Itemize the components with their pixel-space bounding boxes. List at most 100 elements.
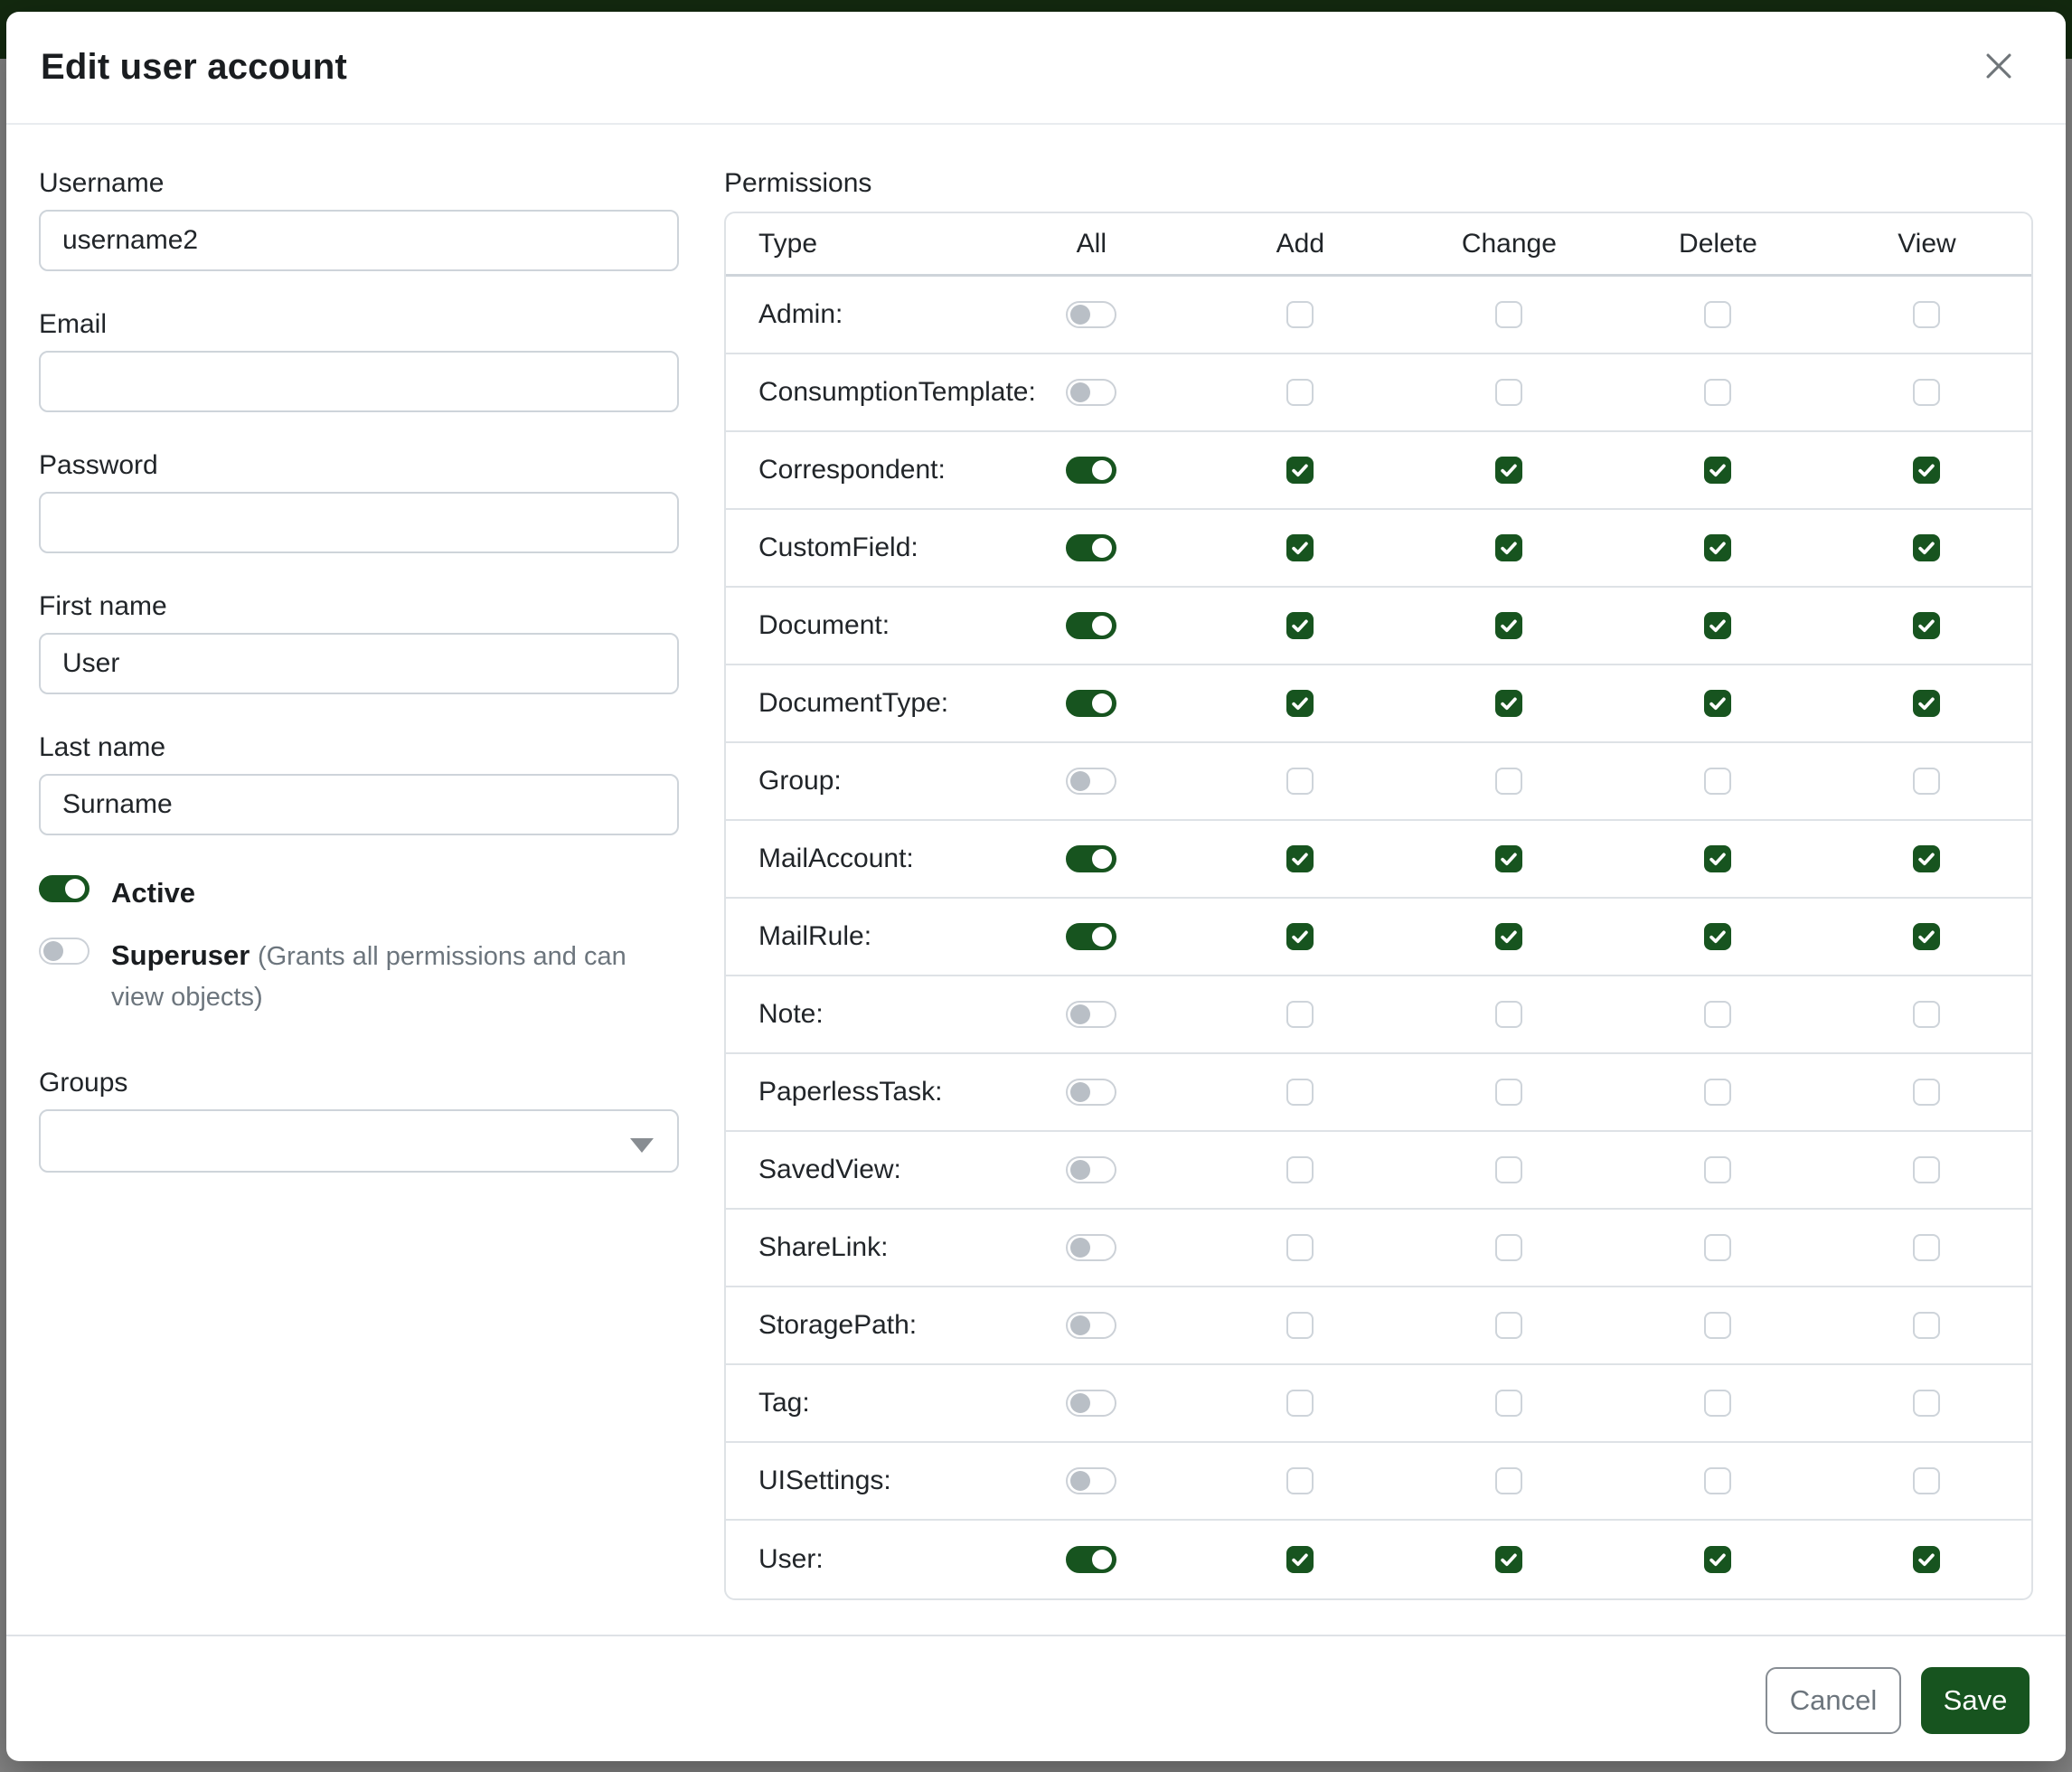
perm-toggle-all[interactable] — [1066, 1234, 1117, 1261]
perm-checkbox-change[interactable] — [1495, 1079, 1523, 1106]
close-button[interactable] — [1972, 39, 2026, 96]
perm-checkbox-delete[interactable] — [1704, 1079, 1732, 1106]
perm-checkbox-view[interactable] — [1913, 923, 1941, 950]
perm-add-cell — [1196, 1467, 1405, 1494]
perm-checkbox-delete[interactable] — [1704, 768, 1732, 795]
perm-checkbox-add[interactable] — [1286, 1234, 1314, 1261]
perm-checkbox-change[interactable] — [1495, 923, 1523, 950]
perm-checkbox-view[interactable] — [1913, 1079, 1941, 1106]
perm-checkbox-view[interactable] — [1913, 1390, 1941, 1417]
perm-checkbox-view[interactable] — [1913, 1001, 1941, 1028]
perm-checkbox-delete[interactable] — [1704, 1234, 1732, 1261]
superuser-toggle[interactable] — [39, 937, 89, 965]
perm-toggle-all[interactable] — [1066, 534, 1117, 561]
perm-checkbox-view[interactable] — [1913, 1467, 1941, 1494]
perm-checkbox-add[interactable] — [1286, 768, 1314, 795]
perm-checkbox-add[interactable] — [1286, 1312, 1314, 1339]
perm-checkbox-add[interactable] — [1286, 1079, 1314, 1106]
perm-checkbox-change[interactable] — [1495, 534, 1523, 561]
perm-toggle-all[interactable] — [1066, 301, 1117, 328]
perm-checkbox-view[interactable] — [1913, 1546, 1941, 1573]
email-input[interactable] — [39, 351, 679, 412]
perm-checkbox-view[interactable] — [1913, 690, 1941, 717]
perm-checkbox-add[interactable] — [1286, 690, 1314, 717]
perm-toggle-all[interactable] — [1066, 690, 1117, 717]
perm-checkbox-add[interactable] — [1286, 1546, 1314, 1573]
perm-checkbox-delete[interactable] — [1704, 1390, 1732, 1417]
perm-checkbox-change[interactable] — [1495, 1312, 1523, 1339]
perm-checkbox-add[interactable] — [1286, 457, 1314, 484]
perm-checkbox-add[interactable] — [1286, 923, 1314, 950]
perm-view-cell — [1822, 1001, 2031, 1028]
perm-checkbox-add[interactable] — [1286, 379, 1314, 406]
perm-checkbox-view[interactable] — [1913, 1234, 1941, 1261]
perm-checkbox-change[interactable] — [1495, 1390, 1523, 1417]
perm-toggle-all[interactable] — [1066, 1467, 1117, 1494]
perm-checkbox-change[interactable] — [1495, 1001, 1523, 1028]
perm-checkbox-view[interactable] — [1913, 845, 1941, 872]
cancel-button[interactable]: Cancel — [1766, 1667, 1901, 1734]
perm-toggle-all[interactable] — [1066, 845, 1117, 872]
username-input[interactable] — [39, 210, 679, 271]
perm-checkbox-add[interactable] — [1286, 1390, 1314, 1417]
perm-checkbox-delete[interactable] — [1704, 690, 1732, 717]
perm-toggle-all[interactable] — [1066, 1156, 1117, 1183]
perm-checkbox-view[interactable] — [1913, 612, 1941, 639]
perm-toggle-all[interactable] — [1066, 923, 1117, 950]
last-name-input[interactable] — [39, 774, 679, 835]
perm-checkbox-change[interactable] — [1495, 301, 1523, 328]
perm-toggle-all[interactable] — [1066, 1001, 1117, 1028]
perm-checkbox-add[interactable] — [1286, 301, 1314, 328]
perm-checkbox-change[interactable] — [1495, 1546, 1523, 1573]
perm-toggle-all[interactable] — [1066, 1079, 1117, 1106]
groups-select[interactable] — [39, 1108, 679, 1173]
perm-checkbox-delete[interactable] — [1704, 612, 1732, 639]
perm-checkbox-add[interactable] — [1286, 1001, 1314, 1028]
perm-checkbox-add[interactable] — [1286, 1156, 1314, 1183]
perm-toggle-all[interactable] — [1066, 1546, 1117, 1573]
perm-checkbox-add[interactable] — [1286, 534, 1314, 561]
perm-checkbox-delete[interactable] — [1704, 1156, 1732, 1183]
perm-checkbox-delete[interactable] — [1704, 1001, 1732, 1028]
perm-checkbox-view[interactable] — [1913, 457, 1941, 484]
perm-toggle-all[interactable] — [1066, 1390, 1117, 1417]
active-toggle[interactable] — [39, 875, 89, 902]
first-name-input[interactable] — [39, 633, 679, 694]
perm-checkbox-delete[interactable] — [1704, 534, 1732, 561]
perm-toggle-all[interactable] — [1066, 612, 1117, 639]
perm-checkbox-change[interactable] — [1495, 845, 1523, 872]
perm-checkbox-add[interactable] — [1286, 1467, 1314, 1494]
perm-checkbox-view[interactable] — [1913, 1156, 1941, 1183]
perm-checkbox-change[interactable] — [1495, 457, 1523, 484]
perm-checkbox-view[interactable] — [1913, 301, 1941, 328]
perm-checkbox-delete[interactable] — [1704, 1546, 1732, 1573]
perm-checkbox-change[interactable] — [1495, 690, 1523, 717]
perm-checkbox-delete[interactable] — [1704, 845, 1732, 872]
perm-checkbox-change[interactable] — [1495, 1234, 1523, 1261]
perm-checkbox-view[interactable] — [1913, 534, 1941, 561]
perm-view-cell — [1822, 690, 2031, 717]
perm-checkbox-delete[interactable] — [1704, 379, 1732, 406]
perm-checkbox-view[interactable] — [1913, 1312, 1941, 1339]
save-button[interactable]: Save — [1921, 1667, 2030, 1734]
perm-checkbox-delete[interactable] — [1704, 1312, 1732, 1339]
perm-toggle-all[interactable] — [1066, 457, 1117, 484]
perm-checkbox-change[interactable] — [1495, 612, 1523, 639]
perm-checkbox-view[interactable] — [1913, 768, 1941, 795]
perm-checkbox-delete[interactable] — [1704, 457, 1732, 484]
perm-checkbox-delete[interactable] — [1704, 301, 1732, 328]
perm-toggle-all[interactable] — [1066, 768, 1117, 795]
perm-checkbox-delete[interactable] — [1704, 923, 1732, 950]
perm-checkbox-add[interactable] — [1286, 845, 1314, 872]
perm-checkbox-change[interactable] — [1495, 379, 1523, 406]
perm-checkbox-change[interactable] — [1495, 768, 1523, 795]
perm-checkbox-change[interactable] — [1495, 1467, 1523, 1494]
perm-checkbox-delete[interactable] — [1704, 1467, 1732, 1494]
perm-checkbox-change[interactable] — [1495, 1156, 1523, 1183]
perm-checkbox-add[interactable] — [1286, 612, 1314, 639]
perm-type-label: ShareLink: — [758, 1232, 889, 1262]
password-input[interactable] — [39, 492, 679, 553]
perm-toggle-all[interactable] — [1066, 1312, 1117, 1339]
perm-toggle-all[interactable] — [1066, 379, 1117, 406]
perm-checkbox-view[interactable] — [1913, 379, 1941, 406]
